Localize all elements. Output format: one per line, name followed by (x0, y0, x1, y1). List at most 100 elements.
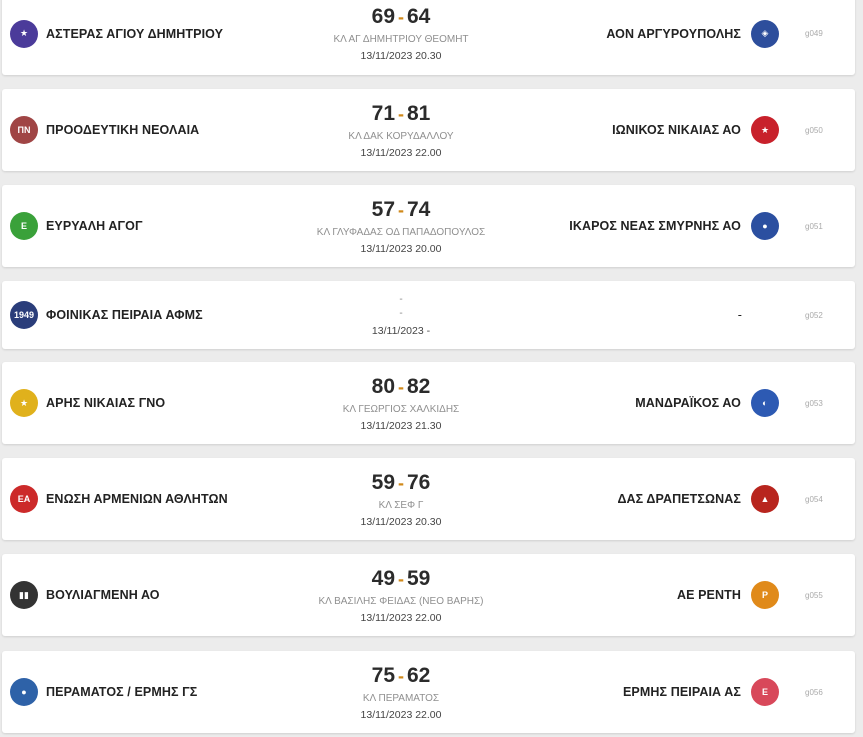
away-team[interactable]: ΙΩΝΙΚΟΣ ΝΙΚΑΙΑΣ ΑΟ ★ (612, 89, 779, 171)
leaf-logo-icon: Ε (20, 221, 27, 231)
game-card[interactable]: ΕΑ ΕΝΩΣΗ ΑΡΜΕΝΙΩΝ ΑΘΛΗΤΩΝ 59-76 ΚΛ ΣΕΦ Γ 13/… (2, 458, 855, 540)
emblem-logo-icon: ΕΑ (17, 494, 31, 504)
score-separator: - (398, 7, 404, 27)
home-team[interactable]: ★ ΑΣΤΕΡΑΣ ΑΓΙΟΥ ΔΗΜΗΤΡΙΟΥ (10, 0, 223, 75)
home-team-name[interactable]: ΕΥΡΥΑΛΗ ΑΓΟΓ (46, 219, 143, 233)
shield-logo-icon: ΠΝ (17, 125, 31, 135)
match-info: 57-74 ΚΛ ΓΛΥΦΑΔΑΣ ΟΔ ΠΑΠΑΔΟΠΟΥΛΟΣ 13/11/20… (295, 185, 507, 267)
home-team[interactable]: ΠΝ ΠΡΟΟΔΕΥΤΙΚΗ ΝΕΟΛΑΙΑ (10, 89, 199, 171)
score-away: 76 (407, 470, 431, 494)
home-team-logo: ★ (10, 19, 38, 48)
away-team[interactable]: ΙΚΑΡΟΣ ΝΕΑΣ ΣΜΥΡΝΗΣ ΑΟ ● (569, 185, 779, 267)
away-team[interactable]: ΑΟΝ ΑΡΓΥΡΟΥΠΟΛΗΣ ◈ (606, 0, 779, 75)
venue: ΚΛ ΠΕΡΑΜΑΤΟΣ (362, 692, 440, 704)
game-card[interactable]: ★ ΑΡΗΣ ΝΙΚΑΙΑΣ ΓΝΟ 80-82 ΚΛ ΓΕΩΡΓΙΟΣ ΧΑΛΚΙΔ… (2, 362, 855, 444)
match-info: 69-64 ΚΛ ΑΓ ΔΗΜΗΤΡΙΟΥ ΘΕΟΜΗΤ 13/11/2023 20… (295, 0, 507, 75)
away-team-name[interactable]: ΙΩΝΙΚΟΣ ΝΙΚΑΙΑΣ ΑΟ (612, 123, 741, 137)
home-team-name[interactable]: ΠΕΡΑΜΑΤΟΣ / ΕΡΜΗΣ ΓΣ (46, 685, 198, 699)
match-info: 71-81 ΚΛ ΔΑΚ ΚΟΡΥΔΑΛΛΟΥ 13/11/2023 22.00 (295, 89, 507, 171)
away-team: - (738, 281, 742, 349)
match-info: 49-59 ΚΛ ΒΑΣΙΛΗΣ ΦΕΙΔΑΣ (ΝΕΟ ΒΑΡΗΣ) 13/11/… (295, 554, 507, 636)
game-code: g052 (805, 310, 823, 320)
home-team-name[interactable]: ΕΝΩΣΗ ΑΡΜΕΝΙΩΝ ΑΘΛΗΤΩΝ (46, 492, 228, 506)
game-code: g050 (805, 125, 823, 135)
away-team[interactable]: ΑΕ ΡΕΝΤΗ Ρ (677, 554, 779, 636)
score-home: 57 (371, 197, 395, 221)
game-card[interactable]: ● ΠΕΡΑΜΑΤΟΣ / ΕΡΜΗΣ ΓΣ 75-62 ΚΛ ΠΕΡΑΜΑΤΟΣ 13… (2, 651, 855, 733)
home-team-logo: 1949 (10, 301, 38, 329)
home-team-name[interactable]: ΑΣΤΕΡΑΣ ΑΓΙΟΥ ΔΗΜΗΤΡΙΟΥ (46, 26, 224, 41)
venue: ΚΛ ΒΑΣΙΛΗΣ ΦΕΙΔΑΣ (ΝΕΟ ΒΑΡΗΣ) (318, 595, 484, 607)
venue: - (399, 308, 403, 319)
match-datetime: 13/11/2023 - (371, 325, 431, 337)
game-card[interactable]: ΠΝ ΠΡΟΟΔΕΥΤΙΚΗ ΝΕΟΛΑΙΑ 71-81 ΚΛ ΔΑΚ ΚΟΡΥΔΑΛ… (2, 89, 855, 171)
home-team-name[interactable]: ΒΟΥΛΙΑΓΜΕΝΗ ΑΟ (46, 588, 160, 602)
match-datetime: 13/11/2023 22.00 (360, 708, 442, 721)
score-home: - (399, 294, 403, 305)
shield-logo-icon: ◐ (762, 398, 768, 408)
away-team-logo: Ρ (751, 581, 779, 609)
score-home: 49 (371, 566, 395, 590)
score-home: 71 (371, 101, 395, 125)
score[interactable]: 80-82 (372, 375, 431, 399)
score-home: 59 (371, 470, 395, 494)
score-away: 81 (407, 101, 431, 125)
score-away: 62 (407, 663, 431, 687)
match-datetime: 13/11/2023 20.30 (360, 515, 442, 528)
away-team-logo: ● (751, 212, 779, 240)
home-team[interactable]: ★ ΑΡΗΣ ΝΙΚΑΙΑΣ ΓΝΟ (10, 362, 165, 444)
away-team-logo: ★ (751, 116, 779, 144)
away-team[interactable]: ΔΑΣ ΔΡΑΠΕΤΣΩΝΑΣ ▲ (617, 458, 779, 540)
score[interactable]: 59-76 (372, 471, 431, 495)
score[interactable]: 75-62 (372, 664, 431, 688)
shield-logo-icon: Ε (761, 687, 768, 697)
home-team[interactable]: Ε ΕΥΡΥΑΛΗ ΑΓΟΓ (10, 185, 143, 267)
bird-logo-icon: ▲ (760, 494, 770, 504)
score-away: 59 (407, 566, 431, 590)
crest-logo-icon: ◈ (761, 28, 769, 38)
home-team[interactable]: ● ΠΕΡΑΜΑΤΟΣ / ΕΡΜΗΣ ΓΣ (10, 651, 197, 733)
score-separator: - (398, 376, 404, 397)
match-info: - - 13/11/2023 - (295, 281, 507, 349)
away-team-name[interactable]: ΙΚΑΡΟΣ ΝΕΑΣ ΣΜΥΡΝΗΣ ΑΟ (569, 219, 741, 233)
match-info: 59-76 ΚΛ ΣΕΦ Γ 13/11/2023 20.30 (295, 458, 507, 540)
match-info: 80-82 ΚΛ ΓΕΩΡΓΙΟΣ ΧΑΛΚΙΔΗΣ 13/11/2023 21.3… (295, 362, 507, 444)
star-logo-icon: ★ (19, 397, 29, 408)
game-card[interactable]: ★ ΑΣΤΕΡΑΣ ΑΓΙΟΥ ΔΗΜΗΤΡΙΟΥ 69-64 ΚΛ ΑΓ ΔΗΜΗΤ… (2, 0, 855, 75)
score-home: 69 (371, 5, 395, 28)
score[interactable]: 69-64 (372, 5, 431, 29)
home-team[interactable]: 1949 ΦΟΙΝΙΚΑΣ ΠΕΙΡΑΙΑ ΑΦΜΣ (10, 281, 203, 349)
home-team[interactable]: ΕΑ ΕΝΩΣΗ ΑΡΜΕΝΙΩΝ ΑΘΛΗΤΩΝ (10, 458, 228, 540)
away-team-name[interactable]: ΔΑΣ ΔΡΑΠΕΤΣΩΝΑΣ (617, 492, 741, 506)
game-card[interactable]: ▮▮ ΒΟΥΛΙΑΓΜΕΝΗ ΑΟ 49-59 ΚΛ ΒΑΣΙΛΗΣ ΦΕΙΔΑΣ (… (2, 554, 855, 636)
match-datetime: 13/11/2023 22.00 (360, 146, 442, 159)
circle-logo-icon: Ρ (761, 590, 768, 600)
venue: ΚΛ ΑΓ ΔΗΜΗΤΡΙΟΥ ΘΕΟΜΗΤ (333, 34, 469, 45)
score[interactable]: 57-74 (372, 198, 431, 222)
home-team-name[interactable]: ΑΡΗΣ ΝΙΚΑΙΑΣ ΓΝΟ (46, 396, 166, 410)
game-code: g054 (805, 494, 823, 504)
away-team[interactable]: ΜΑΝΔΡΑΪΚΟΣ ΑΟ ◐ (635, 362, 779, 444)
away-team[interactable]: ΕΡΜΗΣ ΠΕΙΡΑΙΑ ΑΣ Ε (623, 651, 779, 733)
ball-logo-icon: ● (762, 221, 768, 231)
home-team-name[interactable]: ΠΡΟΟΔΕΥΤΙΚΗ ΝΕΟΛΑΙΑ (46, 123, 200, 137)
venue: ΚΛ ΓΕΩΡΓΙΟΣ ΧΑΛΚΙΔΗΣ (342, 403, 460, 415)
score[interactable]: 71-81 (372, 102, 431, 126)
home-team[interactable]: ▮▮ ΒΟΥΛΙΑΓΜΕΝΗ ΑΟ (10, 554, 160, 636)
away-team-name[interactable]: ΕΡΜΗΣ ΠΕΙΡΑΙΑ ΑΣ (623, 685, 741, 699)
home-team-logo: Ε (10, 212, 38, 240)
home-team-logo: ΠΝ (10, 116, 38, 144)
ball-logo-icon: ● (21, 687, 27, 697)
game-card[interactable]: 1949 ΦΟΙΝΙΚΑΣ ΠΕΙΡΑΙΑ ΑΦΜΣ - -13/11/2023 --… (2, 281, 855, 349)
away-team-logo: ▲ (751, 485, 779, 513)
away-team-name[interactable]: ΜΑΝΔΡΑΪΚΟΣ ΑΟ (635, 396, 741, 410)
game-card[interactable]: Ε ΕΥΡΥΑΛΗ ΑΓΟΓ 57-74 ΚΛ ΓΛΥΦΑΔΑΣ ΟΔ ΠΑΠΑΔΟΠ… (2, 185, 855, 267)
star-logo-icon: ★ (760, 124, 770, 135)
game-code: g053 (805, 398, 823, 408)
score-home: 75 (371, 663, 395, 687)
game-code: g055 (805, 590, 823, 600)
home-team-name[interactable]: ΦΟΙΝΙΚΑΣ ΠΕΙΡΑΙΑ ΑΦΜΣ (46, 308, 203, 322)
score[interactable]: 49-59 (372, 567, 431, 591)
away-team-name[interactable]: ΑΕ ΡΕΝΤΗ (676, 588, 741, 602)
away-team-name[interactable]: ΑΟΝ ΑΡΓΥΡΟΥΠΟΛΗΣ (606, 26, 741, 41)
